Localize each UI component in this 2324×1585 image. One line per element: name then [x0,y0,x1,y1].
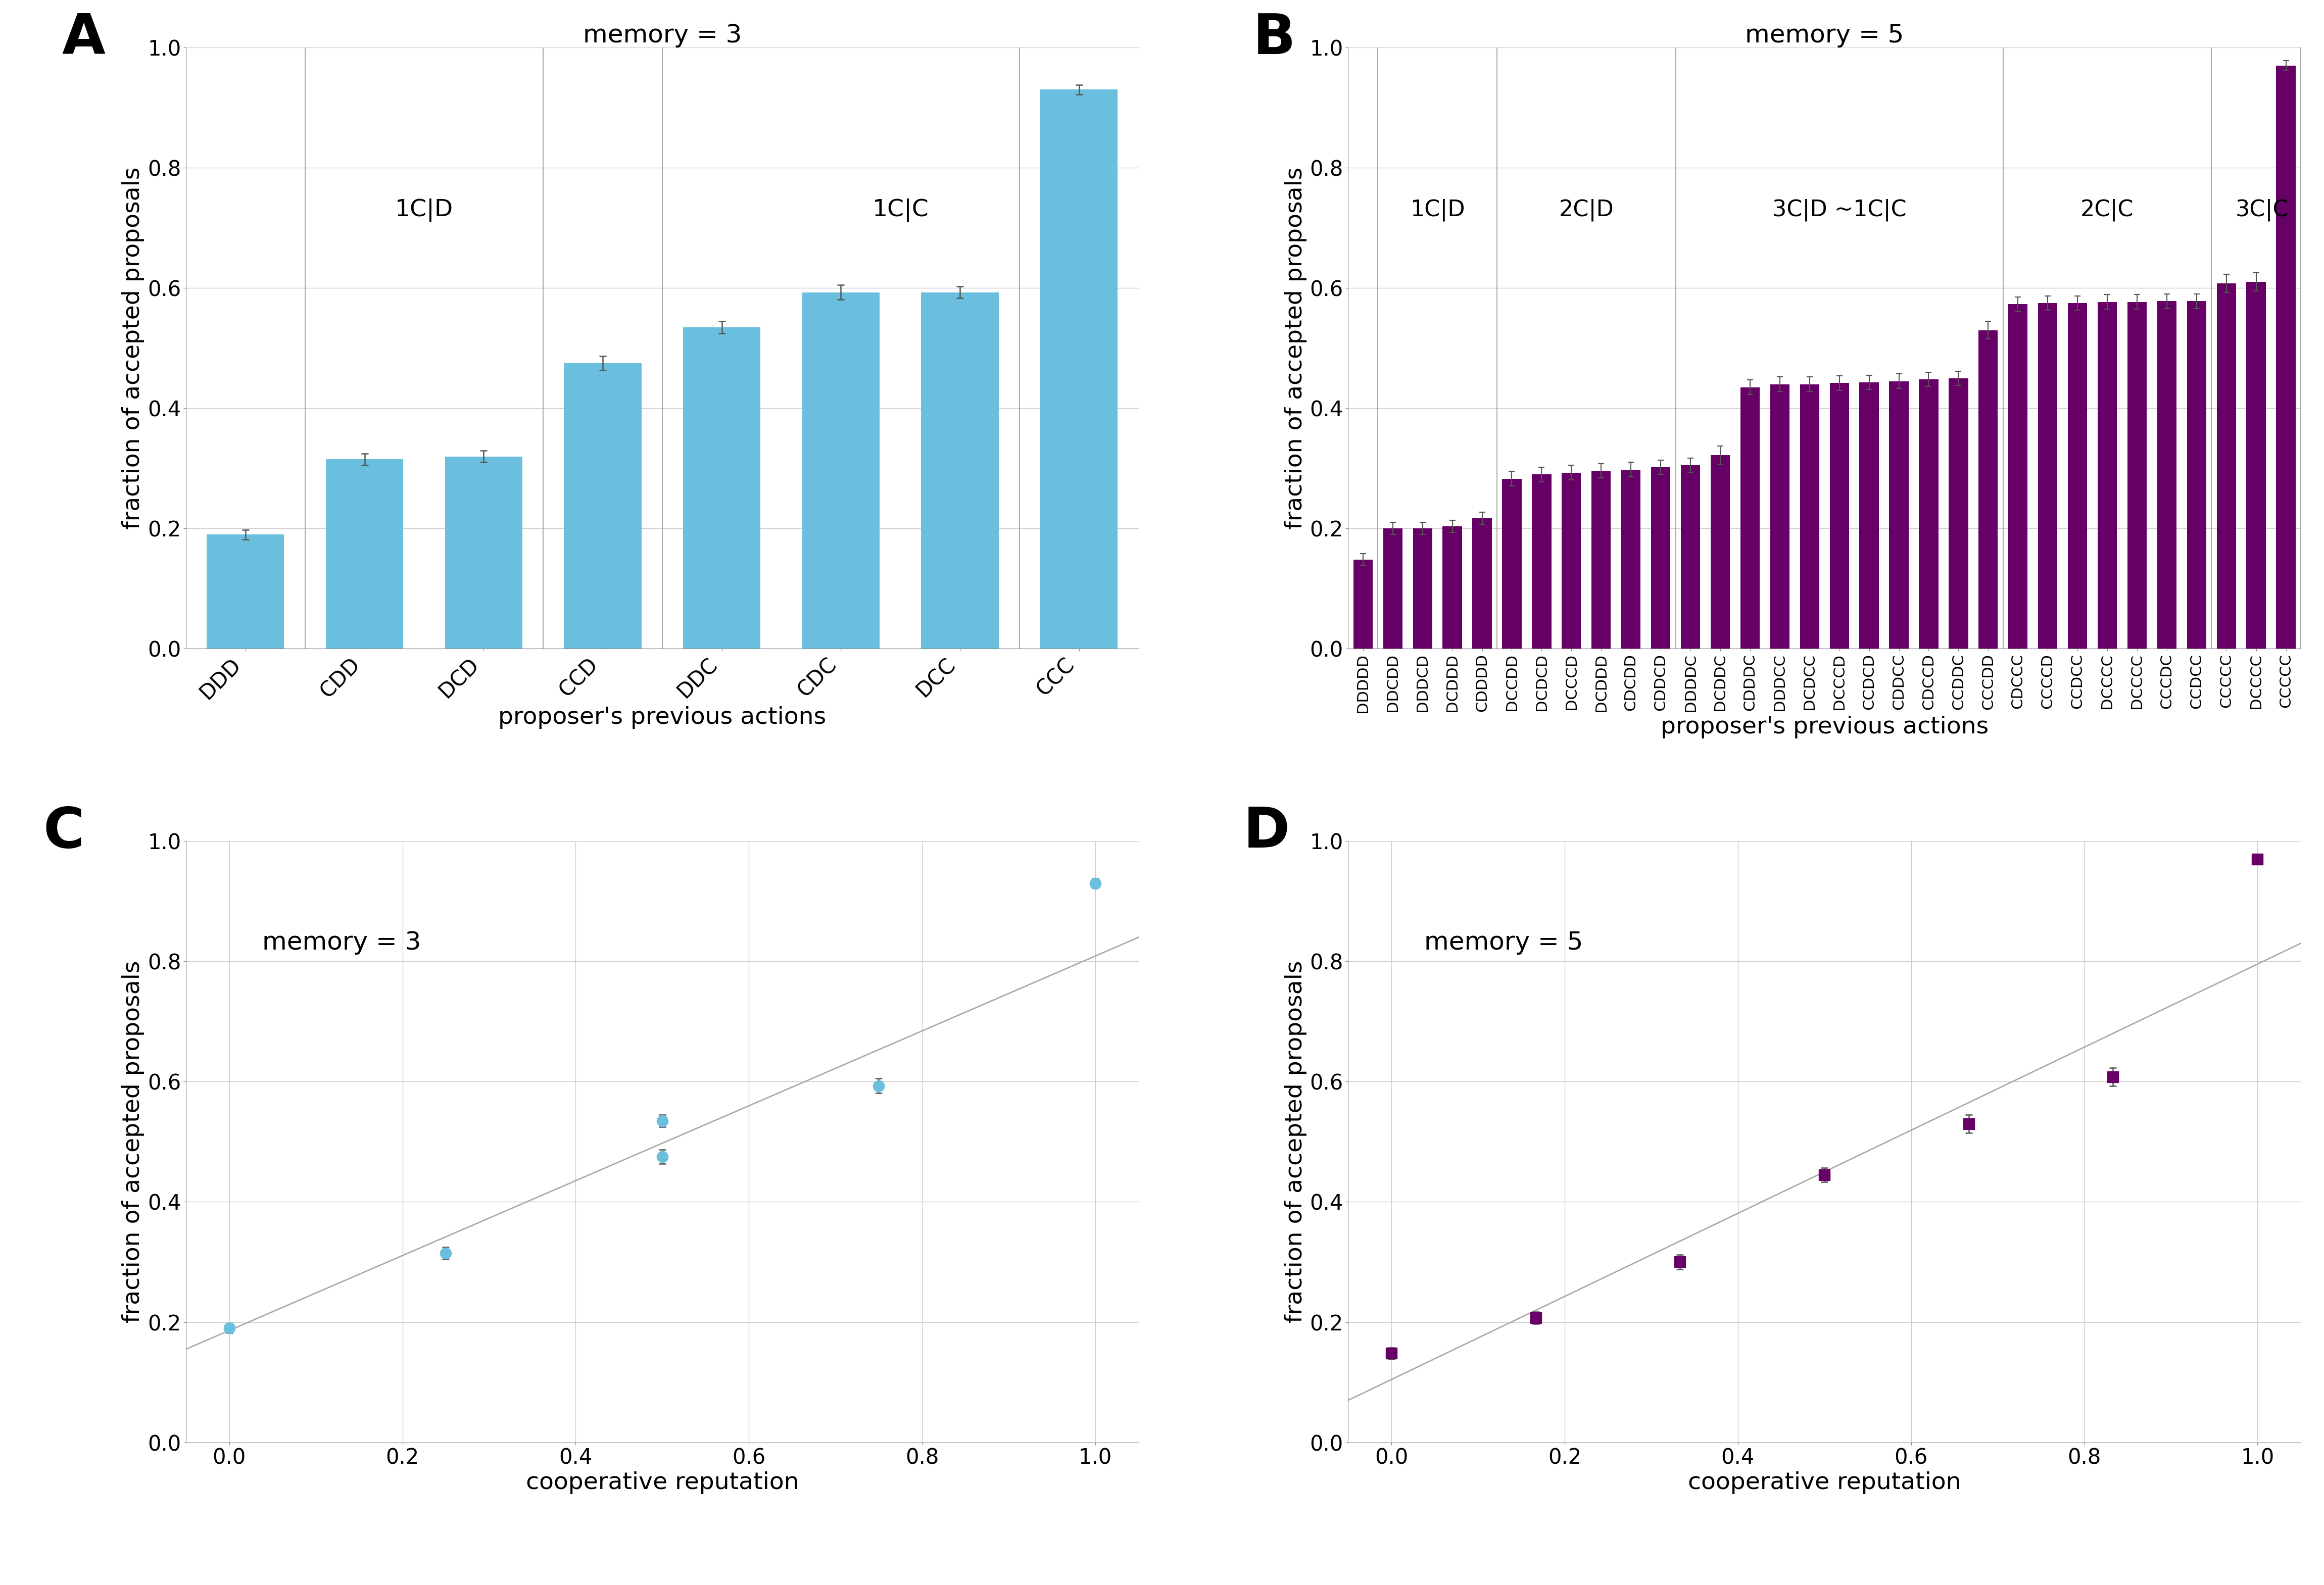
Bar [2068,303,2087,648]
Bar [1859,382,1878,648]
Bar [2099,301,2117,648]
Text: 2C|C: 2C|C [2080,198,2133,222]
Text: A: A [63,11,105,65]
Text: memory = 3: memory = 3 [263,930,421,954]
Y-axis label: fraction of accepted proposals: fraction of accepted proposals [121,961,144,1323]
Bar [2008,304,2027,648]
Bar [1501,479,1522,648]
Bar [1473,518,1492,648]
Bar [1680,466,1701,648]
Bar [1799,384,1820,648]
Bar [1710,455,1729,648]
Bar [1829,384,1850,648]
Bar [920,292,999,648]
Text: 1C|D: 1C|D [395,198,453,222]
Bar [1889,382,1908,648]
Bar [683,327,760,648]
X-axis label: cooperative reputation: cooperative reputation [525,1471,799,1495]
Bar [1771,384,1789,648]
Bar [1532,474,1552,648]
Bar [1741,387,1759,648]
Bar [2038,303,2057,648]
Text: 1C|C: 1C|C [872,198,930,222]
X-axis label: cooperative reputation: cooperative reputation [1687,1471,1961,1495]
Bar [1592,471,1611,648]
Title: memory = 5: memory = 5 [1745,24,1903,48]
Y-axis label: fraction of accepted proposals: fraction of accepted proposals [1285,166,1306,529]
Y-axis label: fraction of accepted proposals: fraction of accepted proposals [121,166,144,529]
Text: D: D [1243,805,1290,859]
Bar [2217,284,2236,648]
Text: 1C|D: 1C|D [1411,198,1464,222]
Title: memory = 3: memory = 3 [583,24,741,48]
Y-axis label: fraction of accepted proposals: fraction of accepted proposals [1285,961,1306,1323]
Text: B: B [1253,11,1297,65]
Bar [207,534,284,648]
Text: C: C [44,805,84,859]
Bar [2187,301,2205,648]
Bar [1950,379,1968,648]
Bar [1413,528,1432,648]
Bar [1650,468,1671,648]
X-axis label: proposer's previous actions: proposer's previous actions [1659,715,1989,739]
Text: 2C|D: 2C|D [1559,198,1613,222]
X-axis label: proposer's previous actions: proposer's previous actions [497,705,827,729]
Bar [325,460,404,648]
Bar [2126,301,2147,648]
Bar [1353,560,1373,648]
Text: memory = 5: memory = 5 [1425,930,1583,954]
Text: 3C|D ~1C|C: 3C|D ~1C|C [1773,198,1906,222]
Text: 3C|C: 3C|C [2236,198,2289,222]
Bar [2247,282,2266,648]
Bar [565,363,641,648]
Bar [1443,526,1462,648]
Bar [2157,301,2178,648]
Bar [802,292,878,648]
Bar [444,456,523,648]
Bar [2275,65,2296,648]
Bar [1622,469,1641,648]
Bar [1978,330,1999,648]
Bar [1562,472,1580,648]
Bar [1383,528,1401,648]
Bar [1920,379,1938,648]
Bar [1041,90,1118,648]
